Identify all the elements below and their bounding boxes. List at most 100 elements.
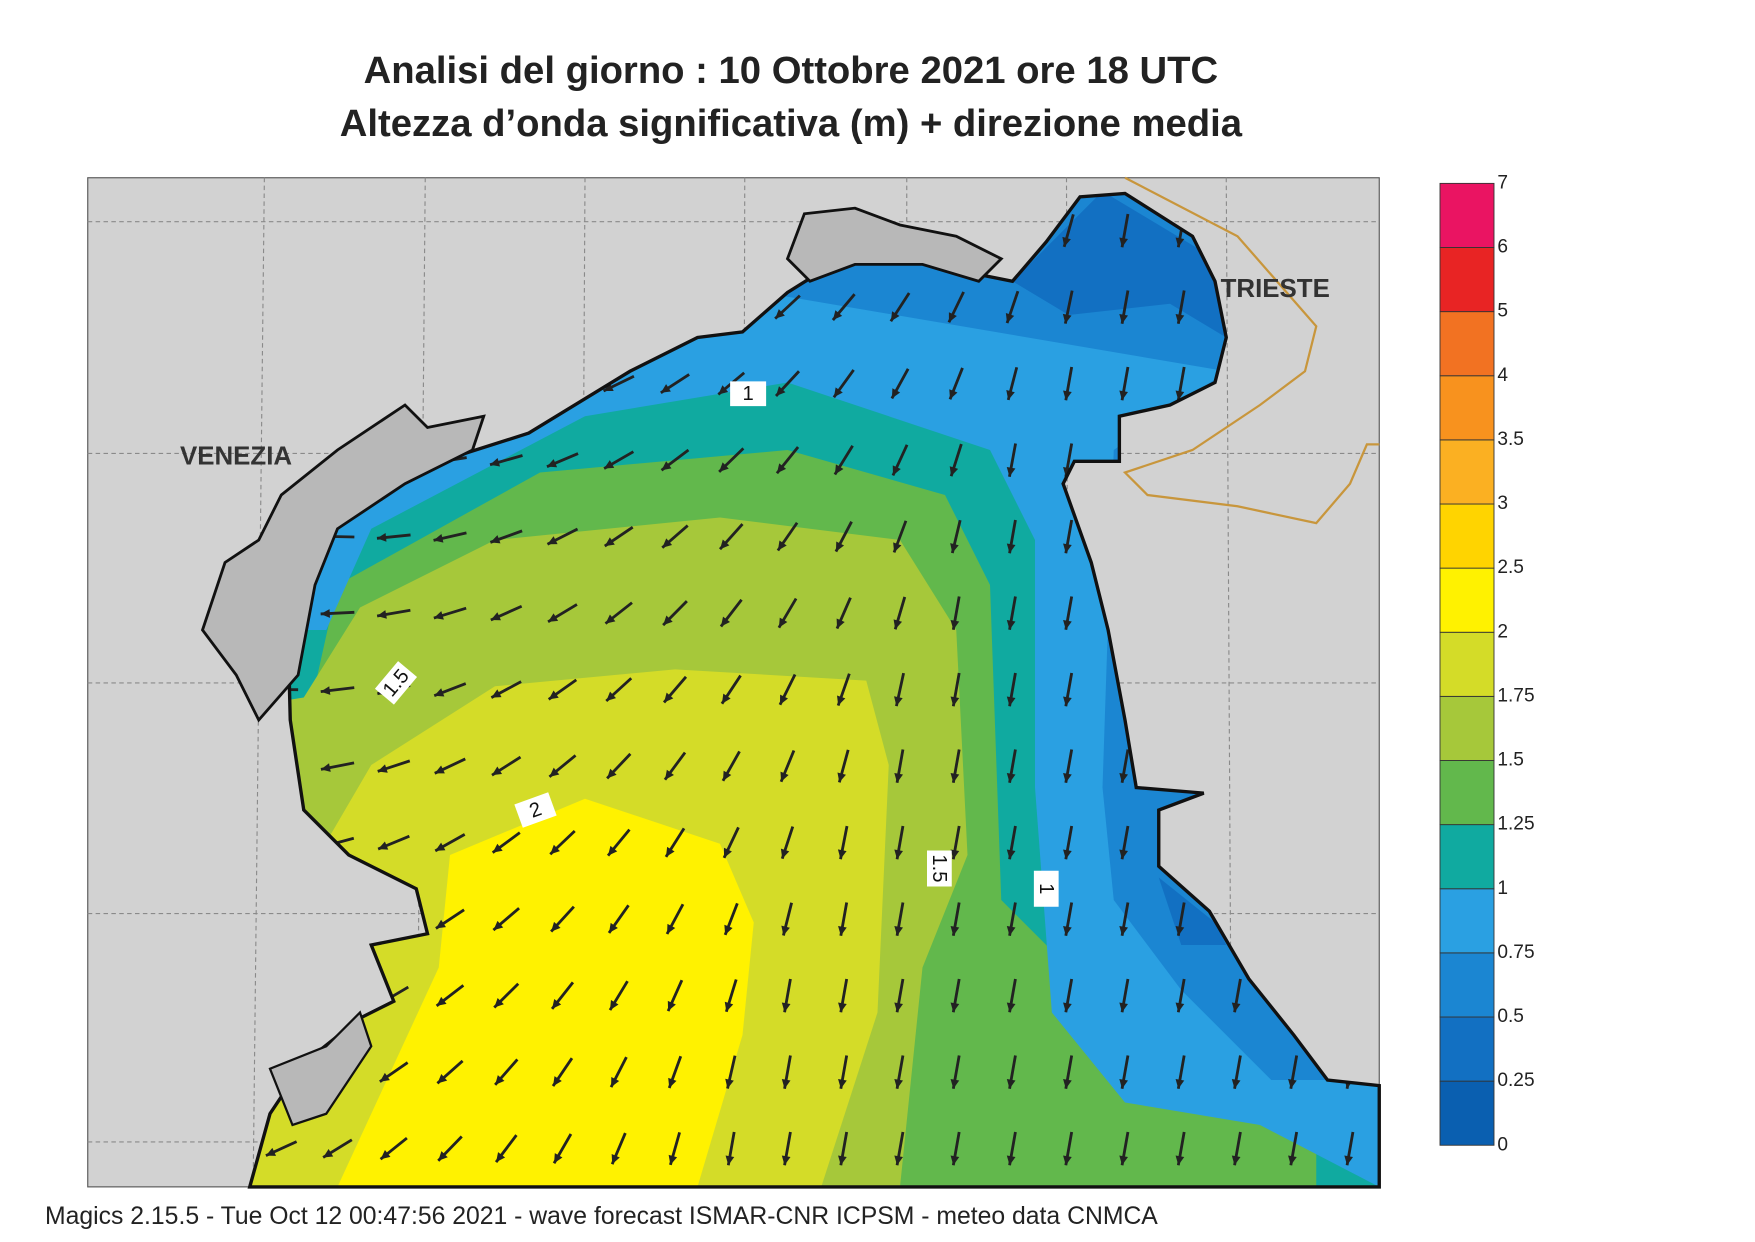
lagoon [785, 206, 1004, 283]
band [1012, 193, 1227, 338]
arrow-head [724, 924, 733, 935]
colorbar: 0 0.25 0.5 0.75 1 1.25 1.5 1.75 2 2.5 3 3.5 4 5 6 7 [1439, 172, 1535, 1155]
arrow-head [776, 386, 786, 396]
border [1122, 176, 1380, 525]
colorbar-label: 1 [1497, 878, 1508, 899]
colorbar-label: 1.25 [1497, 814, 1534, 835]
arrow-head [377, 764, 388, 773]
colorbar-label: 0.5 [1497, 1006, 1524, 1027]
arrow-head [725, 1078, 734, 1089]
contour-labels: 1 1.5 2 1.5 1 [374, 381, 1059, 907]
arrow-head [377, 610, 387, 619]
arrow-head [665, 846, 675, 857]
arrow-head [949, 466, 959, 477]
arrow-head [1006, 1155, 1016, 1166]
arrow-head [376, 533, 387, 542]
arrow-head [775, 309, 785, 319]
arrow-head [323, 1148, 334, 1158]
arrow-head [493, 920, 504, 931]
subtitle: Altezza d’onda significativa (m) + direz… [340, 102, 1243, 145]
arrow-head [891, 388, 901, 399]
arrow-head [1006, 1079, 1016, 1089]
arrow-head [781, 1079, 791, 1089]
arrow-head [1063, 1079, 1072, 1089]
arrow-head [894, 849, 903, 860]
arrow-head [667, 1000, 676, 1012]
arrow-head [611, 1077, 620, 1088]
map-scale: Analisi del giorno : 10 Ottobre 2021 ore… [45, 49, 1535, 1230]
arrow-head [1175, 1079, 1185, 1089]
colorbar-label: 0.25 [1497, 1070, 1534, 1091]
colorbar-swatch [1439, 311, 1495, 377]
arrow-head [1063, 620, 1072, 630]
place-label: TRIESTE [1221, 275, 1330, 303]
arrow-head [1288, 1079, 1297, 1089]
arrow-head [1175, 237, 1185, 248]
colorbar-label: 5 [1497, 301, 1508, 322]
contour-label: 1 [730, 381, 767, 407]
arrow-head [1006, 390, 1015, 400]
arrow-head [776, 463, 787, 474]
arrow-head [1062, 236, 1071, 247]
arrow-head [434, 765, 445, 774]
colorbar-swatch [1439, 824, 1495, 890]
arrow-head [950, 1155, 960, 1166]
arrow-head [780, 848, 790, 859]
arrow-head [836, 618, 845, 629]
band [337, 798, 754, 1187]
arrow-head [553, 1076, 562, 1087]
arrow-head [894, 1079, 903, 1089]
colorbar-label: 3 [1497, 493, 1508, 514]
arrow-head [1005, 313, 1015, 324]
arrow-head [837, 772, 846, 783]
arrow-head [1063, 926, 1072, 936]
colorbar-swatch [1439, 631, 1495, 697]
colorbar-swatch [1439, 567, 1495, 633]
arrow-head [668, 1154, 678, 1165]
arrow-head [1006, 1002, 1016, 1013]
arrow-head [725, 1155, 735, 1166]
arrow-head [1119, 390, 1128, 401]
arrow-head [1006, 620, 1016, 630]
label-box [730, 381, 767, 407]
colorbar-label: 0 [1497, 1134, 1508, 1155]
arrow-head [496, 1152, 506, 1163]
arrow-head [1119, 849, 1128, 860]
arrow-head [838, 1155, 847, 1166]
arrow-head [837, 695, 846, 706]
arrow-head [948, 312, 957, 323]
contour-label: 1 [1033, 870, 1059, 907]
arrow-head [608, 845, 618, 856]
arrow-head [950, 543, 959, 554]
arrow-head [1119, 773, 1128, 783]
colorbar-swatch [1439, 952, 1495, 1018]
arrow-head [950, 1079, 960, 1089]
arrow-head [1119, 926, 1128, 936]
arrow-head [892, 465, 901, 476]
arrow-head [604, 460, 615, 469]
arrow-head [837, 849, 847, 860]
arrow-head [437, 1074, 448, 1084]
arrow-head [724, 1001, 734, 1012]
arrow-head [664, 769, 674, 780]
arrow-head [838, 1002, 847, 1013]
colorbar-label: 0.75 [1497, 942, 1534, 963]
arrow-head [490, 612, 501, 621]
arrow-head [1231, 1002, 1241, 1013]
arrow-head [838, 926, 847, 936]
colorbar-swatch [1439, 503, 1495, 569]
arrow-head [1119, 1079, 1128, 1089]
arrow-head [663, 615, 673, 626]
arrow-head [491, 689, 502, 698]
label-box [374, 661, 418, 705]
arrow-head [1175, 314, 1185, 324]
arrow-head [611, 1154, 620, 1165]
arrow-head [838, 1079, 847, 1089]
colorbar-label: 3.5 [1497, 429, 1524, 450]
arrow-head [718, 385, 729, 395]
arrow-head [722, 770, 732, 781]
arrow-head [833, 387, 843, 398]
arrow-head [610, 999, 619, 1011]
arrow-head [1288, 1155, 1297, 1166]
arrow-head [1119, 314, 1128, 324]
